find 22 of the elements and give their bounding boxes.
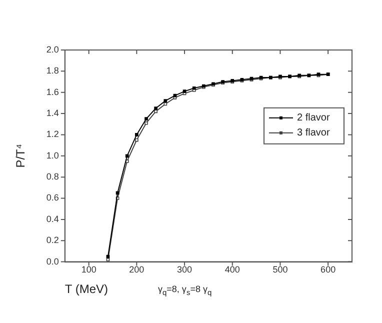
y-tick-label: 0.8 [46, 172, 59, 182]
y-tick-label: 2.0 [46, 44, 59, 54]
y-tick-label: 1.2 [46, 129, 59, 140]
legend-label: 3 flavor [297, 128, 330, 139]
x-axis-title: T (MeV) [64, 282, 108, 296]
y-tick-label: 1.4 [46, 108, 59, 118]
y-tick-label: 1.0 [46, 150, 59, 160]
x-tick-label: 400 [224, 264, 240, 275]
y-axis-title: P/T⁴ [14, 144, 28, 168]
y-tick-label: 0.4 [46, 214, 59, 224]
text: γ$_{q}$=8, γ$_{s}$=8 γ$_{q}$ [158, 284, 212, 297]
y-tick-label: 0.0 [46, 256, 59, 266]
y-tick-label: 0.6 [46, 192, 59, 203]
x-tick-label: 600 [320, 264, 336, 275]
x-tick-label: 200 [129, 264, 144, 275]
x-tick-label: 500 [272, 264, 288, 275]
y-tick-label: 0.2 [46, 235, 59, 246]
y-tick-label: 1.8 [46, 66, 59, 76]
legend-label: 2 flavor [297, 112, 330, 124]
x-tick-label: 100 [81, 264, 96, 275]
y-tick-label: 1.6 [46, 86, 59, 97]
x-tick-label: 300 [177, 264, 192, 275]
